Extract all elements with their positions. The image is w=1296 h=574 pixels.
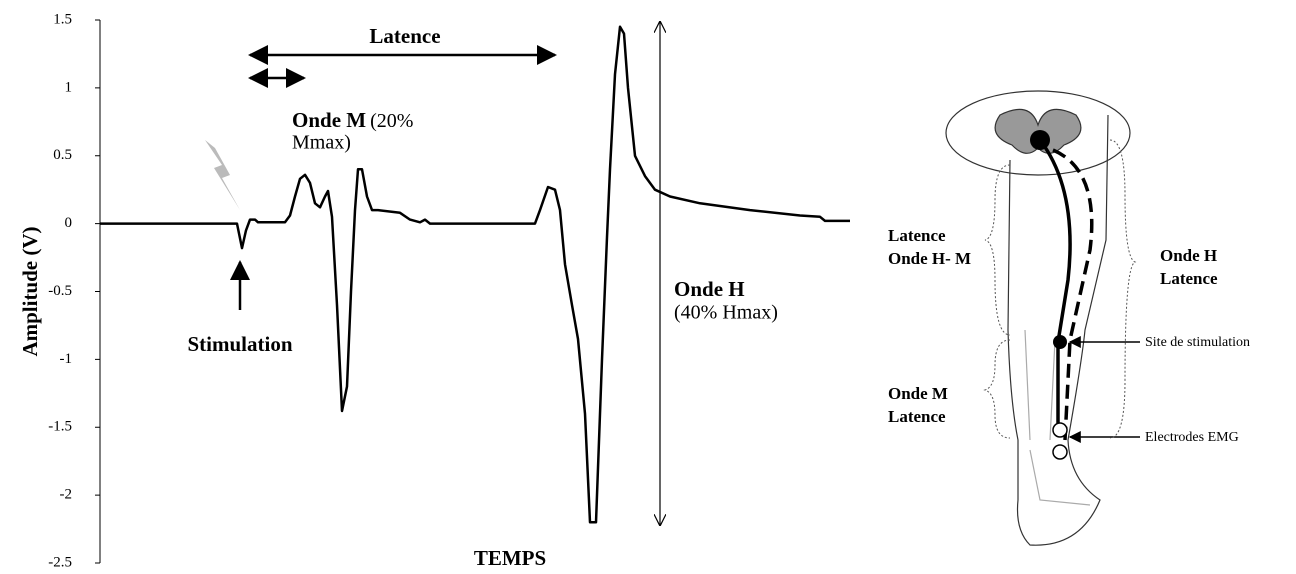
leg-outline (1007, 114, 1109, 546)
site-label: Site de stimulation (1145, 335, 1250, 350)
electrode-2 (1052, 444, 1068, 460)
onde-h-label: Onde H (674, 277, 745, 301)
motor-path (1038, 138, 1072, 430)
latence-hm-1: Latence (888, 226, 946, 245)
onde-h-2: Latence (1160, 269, 1218, 288)
brace-m (983, 339, 1011, 439)
y-tick-label: 1.5 (53, 11, 72, 27)
y-axis-label: Amplitude (V) (18, 226, 42, 356)
sensory-path (1052, 148, 1094, 441)
onde-m-1: Onde M (888, 384, 948, 403)
onde-m-bold: Onde M (292, 108, 366, 132)
y-tick-label: 1 (65, 79, 73, 95)
x-axis-label: TEMPS (474, 546, 546, 570)
lightning-icon (205, 140, 240, 210)
onde-m-max: Mmax) (292, 132, 351, 154)
chart: 1.5 1 0.5 0 -0.5 -1 -1.5 -2 -2.5 Amplitude (V) TEM… (18, 11, 850, 570)
y-tick-label: -2.5 (48, 554, 72, 570)
electrode-1 (1052, 422, 1068, 438)
leg-diagram (945, 90, 1131, 546)
onde-h-max: (40% Hmax) (674, 302, 778, 324)
onde-m-pct: (20% (370, 110, 413, 132)
emg-trace (100, 25, 850, 524)
y-tick-label: 0 (65, 215, 73, 231)
y-tick-label: -1.5 (48, 419, 72, 435)
onde-m-label: Onde M (20% (292, 108, 413, 132)
electrode-label: Electrodes EMG (1145, 430, 1239, 445)
stimulation-label: Stimulation (187, 332, 292, 356)
y-tick-label: -2 (60, 487, 73, 503)
brace-hm (984, 164, 1011, 336)
y-tick-label: -1 (60, 351, 73, 367)
y-tick-label: 0.5 (53, 147, 72, 163)
bones (1024, 329, 1091, 506)
onde-m-2: Latence (888, 407, 946, 426)
latence-hm-2: Onde H- M (888, 249, 971, 268)
onde-h-1: Onde H (1160, 246, 1217, 265)
brace-h (1109, 139, 1137, 439)
stim-site (1053, 335, 1067, 349)
latence-label: Latence (369, 24, 440, 48)
y-tick-label: -0.5 (48, 283, 72, 299)
